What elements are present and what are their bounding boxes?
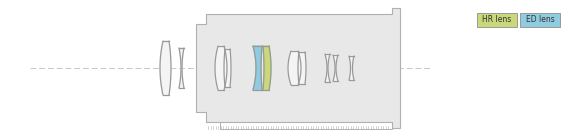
Polygon shape	[349, 56, 354, 80]
Polygon shape	[333, 55, 338, 81]
Polygon shape	[224, 49, 231, 87]
Bar	[520, 13, 560, 27]
Text: HR lens: HR lens	[482, 16, 512, 24]
Text: ED lens: ED lens	[526, 16, 554, 24]
Polygon shape	[288, 51, 301, 85]
Polygon shape	[160, 41, 171, 95]
Polygon shape	[298, 52, 306, 84]
Polygon shape	[253, 46, 262, 90]
Polygon shape	[196, 8, 400, 128]
Bar	[477, 13, 517, 27]
Polygon shape	[179, 48, 184, 88]
Polygon shape	[263, 46, 271, 90]
Polygon shape	[215, 46, 227, 90]
Polygon shape	[325, 54, 330, 82]
